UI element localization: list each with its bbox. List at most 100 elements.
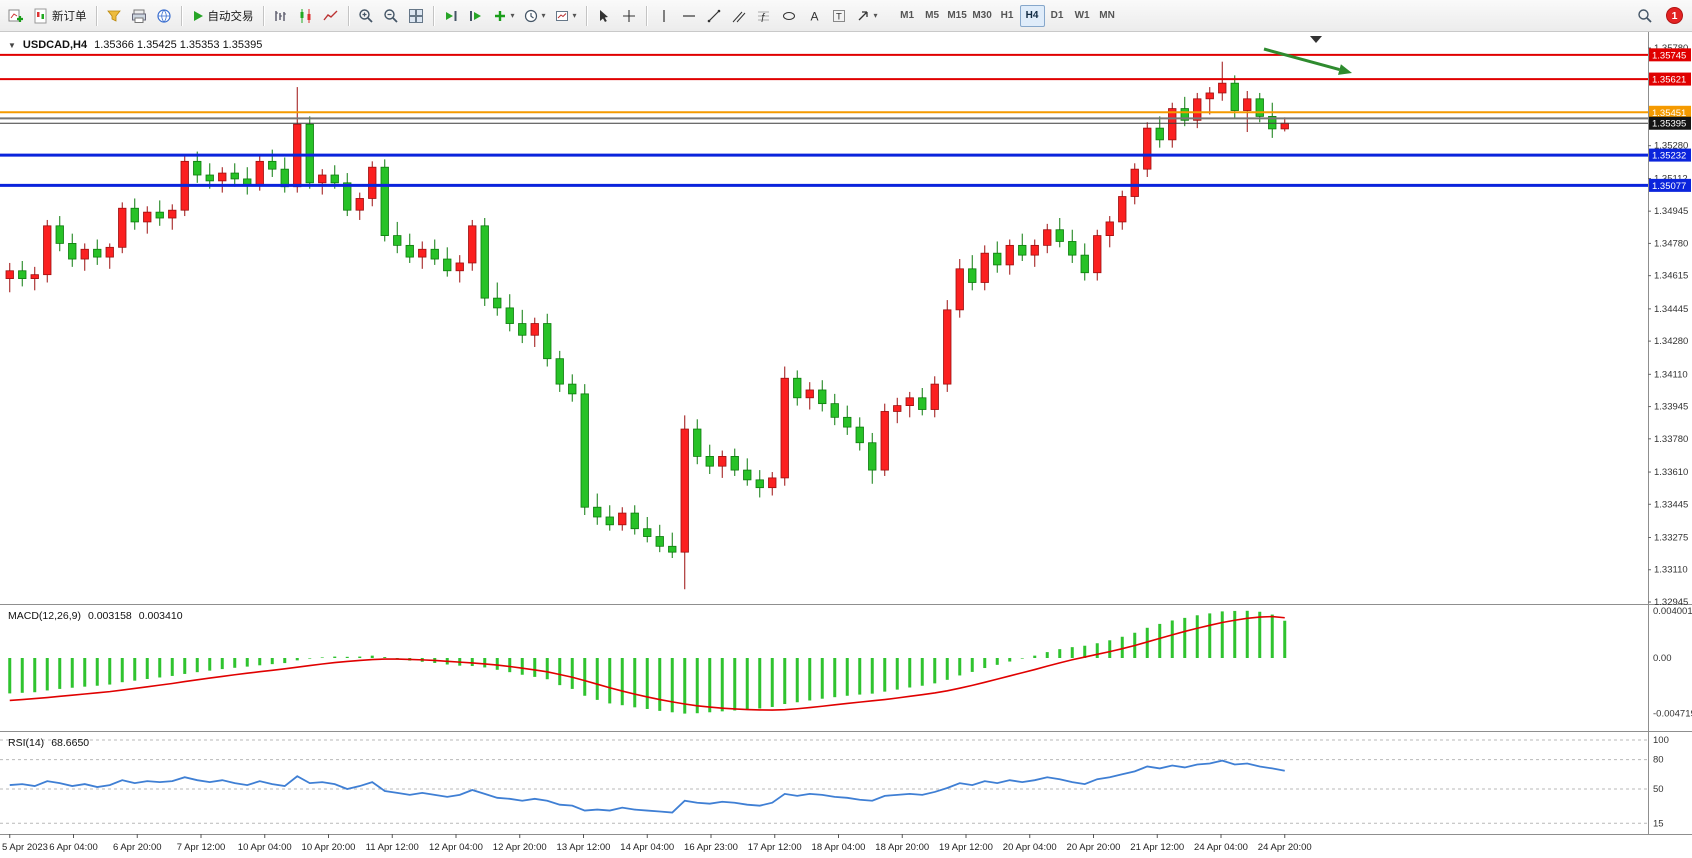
toolbar-separator bbox=[95, 5, 97, 26]
candle bbox=[355, 192, 364, 220]
candle bbox=[480, 218, 489, 306]
timeframe-m5[interactable]: M5 bbox=[920, 5, 945, 27]
candle-body bbox=[43, 225, 52, 276]
time-axis[interactable]: 5 Apr 2023 6 Apr 04:00 6 Apr 20:00 7 Apr 12… bbox=[2, 834, 1312, 853]
search-button[interactable] bbox=[1633, 4, 1657, 28]
timeframe-h4[interactable]: H4 bbox=[1019, 4, 1045, 27]
candle-body bbox=[693, 428, 702, 457]
fibonacci-button[interactable]: ƒ bbox=[752, 4, 776, 28]
ellipse-icon bbox=[782, 11, 795, 20]
macd-bar bbox=[95, 658, 99, 686]
macd-bar bbox=[45, 658, 49, 691]
arrow-head[interactable] bbox=[1338, 64, 1352, 75]
candle bbox=[405, 233, 414, 263]
timeframe-w1[interactable]: W1 bbox=[1070, 5, 1095, 27]
vertical-line-icon bbox=[662, 9, 665, 22]
candle bbox=[980, 245, 989, 291]
macd-bar bbox=[770, 658, 774, 707]
new-chart-icon bbox=[8, 9, 23, 22]
candle bbox=[1068, 229, 1077, 263]
chevron-down-icon: ▾ bbox=[541, 11, 546, 20]
arrow-line[interactable] bbox=[1263, 47, 1340, 72]
bar-chart-button[interactable] bbox=[269, 4, 293, 28]
new-chart-button[interactable] bbox=[4, 4, 28, 28]
candle bbox=[1005, 239, 1014, 275]
macd-bar bbox=[270, 658, 274, 665]
trendline-button[interactable] bbox=[702, 4, 726, 28]
timeframe-mn[interactable]: MN bbox=[1095, 5, 1120, 27]
play-icon bbox=[193, 10, 203, 21]
timeframe-d1[interactable]: D1 bbox=[1045, 5, 1070, 27]
autoscroll-button[interactable] bbox=[439, 4, 463, 28]
macd-bar bbox=[733, 658, 737, 711]
candle-body bbox=[1055, 229, 1064, 242]
cursor-button[interactable] bbox=[592, 4, 616, 28]
collapse-icon[interactable]: ▼ bbox=[8, 41, 16, 50]
macd-bar bbox=[333, 656, 337, 658]
candle bbox=[768, 472, 777, 496]
chart-canvas[interactable]: 1.357801.352801.351121.349451.347801.346… bbox=[0, 32, 1692, 858]
price-badge-text: 1.35451 bbox=[1652, 108, 1686, 119]
text-tool-button[interactable]: A bbox=[802, 4, 826, 28]
candle-body bbox=[80, 248, 89, 260]
chart-shift-button[interactable] bbox=[464, 4, 488, 28]
rsi-scale-label: 80 bbox=[1653, 755, 1664, 766]
time-label: 16 Apr 23:00 bbox=[684, 842, 738, 853]
candle-body bbox=[468, 225, 477, 264]
print-button[interactable] bbox=[127, 4, 151, 28]
candle-body bbox=[1218, 82, 1227, 94]
channel-button[interactable] bbox=[727, 4, 751, 28]
annotation-arrow[interactable] bbox=[1263, 47, 1352, 75]
candle bbox=[80, 243, 89, 271]
candle-body bbox=[643, 528, 652, 537]
zoom-in-button[interactable] bbox=[354, 4, 378, 28]
tile-windows-button[interactable] bbox=[404, 4, 428, 28]
templates-button[interactable]: ▾ bbox=[551, 4, 581, 28]
candle-body bbox=[630, 512, 639, 530]
price-label: 1.33445 bbox=[1654, 499, 1688, 510]
price-badge-bg bbox=[1649, 105, 1691, 119]
zoom-out-button[interactable] bbox=[379, 4, 403, 28]
macd-bar bbox=[1095, 643, 1099, 658]
candle bbox=[443, 247, 452, 277]
periods-button[interactable]: ▾ bbox=[520, 4, 550, 28]
candle bbox=[618, 507, 627, 531]
candle-body bbox=[705, 456, 714, 467]
candle-body bbox=[218, 172, 227, 182]
autotrading-button[interactable]: 自动交易 bbox=[187, 4, 258, 28]
vertical-line-button[interactable] bbox=[652, 4, 676, 28]
macd-bar bbox=[133, 658, 137, 681]
candle-body bbox=[1155, 127, 1164, 141]
time-label: 14 Apr 04:00 bbox=[620, 842, 674, 853]
indicators-button[interactable]: ▾ bbox=[489, 4, 519, 28]
candle-body bbox=[30, 274, 39, 279]
arrows-tool-button[interactable]: ▾ bbox=[852, 4, 882, 28]
label-tool-button[interactable]: T bbox=[827, 4, 851, 28]
timeframe-m30[interactable]: M30 bbox=[970, 5, 995, 27]
chart-shift-marker[interactable] bbox=[1310, 36, 1322, 43]
line-chart-button[interactable] bbox=[319, 4, 343, 28]
shapes-button[interactable] bbox=[777, 4, 801, 28]
time-label: 10 Apr 04:00 bbox=[238, 842, 292, 853]
macd-bar bbox=[1058, 649, 1062, 658]
candle-body bbox=[55, 225, 64, 244]
timeframe-h1[interactable]: H1 bbox=[995, 5, 1020, 27]
macd-bar bbox=[158, 658, 162, 678]
horizontal-line-button[interactable] bbox=[677, 4, 701, 28]
timeframe-m1[interactable]: M1 bbox=[895, 5, 920, 27]
candle-body bbox=[730, 456, 739, 471]
profiles-button[interactable] bbox=[102, 4, 126, 28]
macd-bar bbox=[1220, 611, 1224, 658]
price-badge-text: 1.35745 bbox=[1652, 50, 1686, 61]
macd-bar bbox=[108, 658, 112, 685]
community-button[interactable] bbox=[152, 4, 176, 28]
candle bbox=[718, 450, 727, 478]
new-order-button[interactable]: 新订单 bbox=[29, 4, 91, 28]
timeframe-m15[interactable]: M15 bbox=[945, 5, 970, 27]
candlestick-chart-button[interactable] bbox=[294, 4, 318, 28]
crosshair-button[interactable] bbox=[617, 4, 641, 28]
price-axis[interactable]: 1.357801.352801.351121.349451.347801.346… bbox=[1648, 43, 1692, 829]
candle bbox=[630, 505, 639, 535]
candle-body bbox=[1280, 122, 1289, 130]
notification-badge[interactable]: 1 bbox=[1666, 7, 1683, 24]
